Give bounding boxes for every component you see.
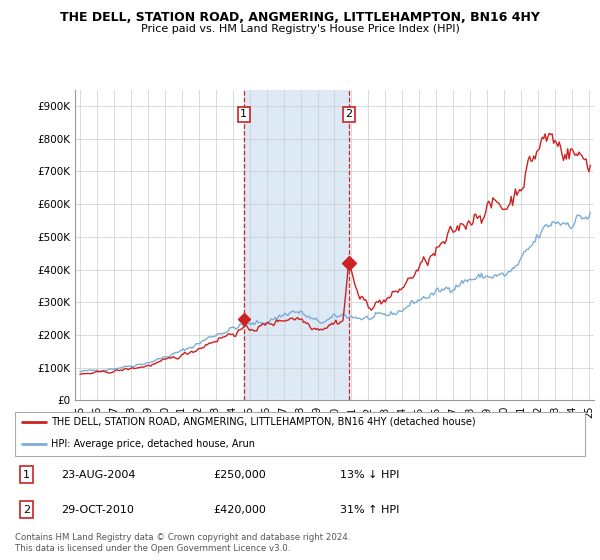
Text: £250,000: £250,000 [214,470,266,479]
FancyBboxPatch shape [15,413,585,455]
Text: £420,000: £420,000 [214,505,266,515]
Text: 23-AUG-2004: 23-AUG-2004 [61,470,136,479]
Text: THE DELL, STATION ROAD, ANGMERING, LITTLEHAMPTON, BN16 4HY: THE DELL, STATION ROAD, ANGMERING, LITTL… [60,11,540,24]
Text: 13% ↓ HPI: 13% ↓ HPI [340,470,400,479]
Text: 31% ↑ HPI: 31% ↑ HPI [340,505,400,515]
Text: 1: 1 [23,470,30,479]
Text: Contains HM Land Registry data © Crown copyright and database right 2024.
This d: Contains HM Land Registry data © Crown c… [15,533,350,553]
Text: HPI: Average price, detached house, Arun: HPI: Average price, detached house, Arun [51,439,255,449]
Text: 2: 2 [345,109,352,119]
Text: Price paid vs. HM Land Registry's House Price Index (HPI): Price paid vs. HM Land Registry's House … [140,24,460,34]
Text: THE DELL, STATION ROAD, ANGMERING, LITTLEHAMPTON, BN16 4HY (detached house): THE DELL, STATION ROAD, ANGMERING, LITTL… [51,417,476,427]
Bar [244,90,349,400]
Text: 2: 2 [23,505,30,515]
Text: 29-OCT-2010: 29-OCT-2010 [61,505,134,515]
Text: 1: 1 [240,109,247,119]
